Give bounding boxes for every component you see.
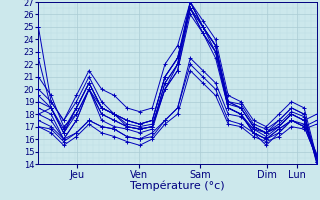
X-axis label: Température (°c): Température (°c) (130, 181, 225, 191)
